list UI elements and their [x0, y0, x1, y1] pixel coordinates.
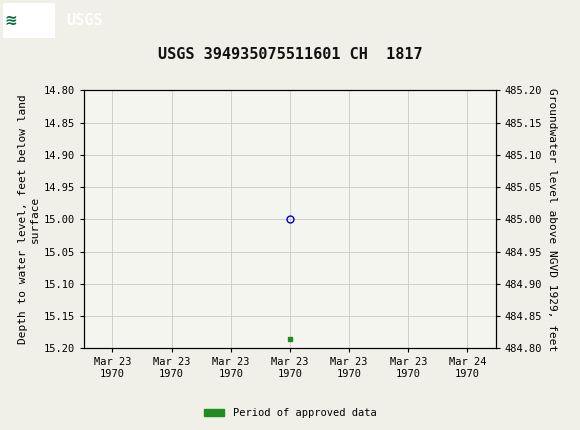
Legend: Period of approved data: Period of approved data [200, 404, 380, 423]
Text: USGS 394935075511601 CH  1817: USGS 394935075511601 CH 1817 [158, 47, 422, 62]
Y-axis label: Depth to water level, feet below land
surface: Depth to water level, feet below land su… [18, 95, 39, 344]
Y-axis label: Groundwater level above NGVD 1929, feet: Groundwater level above NGVD 1929, feet [546, 88, 557, 351]
Text: ≋: ≋ [4, 13, 17, 28]
FancyBboxPatch shape [3, 3, 55, 37]
Text: USGS: USGS [67, 13, 103, 28]
